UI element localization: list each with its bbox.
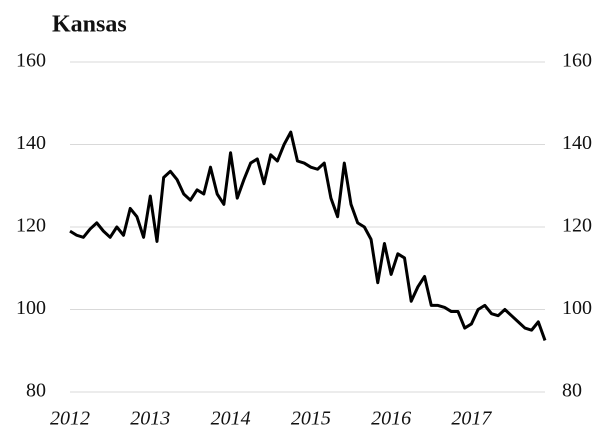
chart-title: Kansas	[52, 12, 127, 38]
data-line	[69, 130, 547, 341]
x-tick-label: 2013	[130, 408, 170, 430]
y-tick-label: 80	[26, 380, 46, 402]
y2-tick-label: 140	[562, 132, 592, 154]
y2-tick-label: 100	[562, 297, 592, 319]
y-tick-label: 160	[16, 50, 46, 72]
x-tick-label: 2017	[451, 408, 492, 430]
x-tick-label: 2014	[211, 408, 251, 430]
x-tick-label: 2012	[50, 408, 90, 430]
x-tick-label: 2015	[291, 408, 331, 430]
x-tick-label: 2016	[371, 408, 411, 430]
y2-tick-label: 160	[562, 50, 592, 72]
y2-tick-label: 80	[562, 380, 582, 402]
y-tick-label: 140	[16, 132, 46, 154]
y-tick-label: 120	[16, 215, 46, 237]
y2-tick-label: 120	[562, 215, 592, 237]
y-tick-label: 100	[16, 297, 46, 319]
